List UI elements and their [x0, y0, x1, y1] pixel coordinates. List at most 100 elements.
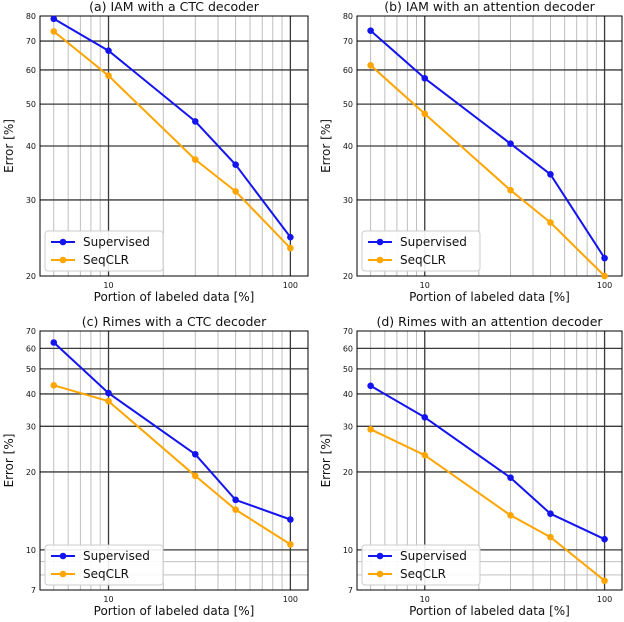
panel-d-y-tick-label: 40: [343, 390, 353, 399]
panel-a-line-supervised: [53, 17, 292, 238]
panel-a-line-seqclr: [53, 30, 292, 249]
panel-c-point-seqclr: [191, 472, 199, 480]
panel-a-y-axis-label: Error [%]: [2, 119, 16, 173]
panel-d-point-supervised: [421, 414, 429, 421]
panel-b-legend-label-seqclr: SeqCLR: [400, 253, 446, 267]
panel-a-point-seqclr: [50, 28, 58, 35]
panel-c-y-tick-label: 70: [26, 327, 36, 336]
panel-a-point-supervised: [191, 118, 199, 125]
panel-a-point-supervised: [105, 47, 112, 54]
panel-d-legend-label-supervised: Supervised: [400, 549, 467, 563]
panel-b-legend-marker-supervised: [376, 238, 384, 246]
panel-b: 20 30 40 50 60 70 80 10 100 (b) IAM with an atten…: [319, 0, 623, 304]
panel-b-point-supervised: [601, 254, 608, 262]
panel-b-point-seqclr: [367, 62, 374, 69]
panel-a-point-seqclr: [105, 72, 112, 79]
panel-d-point-seqclr: [507, 511, 514, 519]
panel-d-point-supervised: [367, 382, 374, 390]
panel-b-point-seqclr: [601, 272, 608, 280]
panel-b-x-tick-label: 100: [597, 281, 612, 290]
panel-a-y-tick-label: 60: [26, 66, 36, 75]
panel-c-point-seqclr: [105, 397, 112, 405]
panel-b-legend-label-supervised: Supervised: [400, 235, 467, 249]
panel-b-line-supervised: [369, 29, 606, 259]
panel-d-y-tick-label: 20: [343, 468, 353, 477]
panel-d-y-axis-label: Error [%]: [319, 434, 333, 488]
panel-b-title: (b) IAM with an attention decoder: [384, 0, 595, 14]
panel-d-point-supervised: [507, 474, 514, 481]
panel-a-y-tick-label: 20: [26, 272, 36, 281]
panel-d-legend-label-seqclr: SeqCLR: [400, 567, 446, 581]
panel-a-y-tick-label: 50: [26, 100, 36, 109]
panel-d-x-axis-label: Portion of labeled data [%]: [409, 604, 570, 618]
panel-c-y-tick-label: 20: [26, 468, 36, 477]
panel-b-point-supervised: [421, 74, 429, 82]
panel-c: 7 10 20 30 40 50 60 70 10 100 (c) Rimes with a CTC…: [2, 314, 309, 618]
panel-b-point-supervised: [367, 27, 374, 34]
panel-c-x-tick-label: 10: [103, 595, 113, 604]
panel-b-y-tick-label: 80: [343, 12, 353, 21]
panel-a-title: (a) IAM with a CTC decoder: [89, 0, 260, 14]
panel-d-y-tick-label: 50: [343, 365, 353, 374]
panel-d-point-supervised: [547, 510, 554, 517]
panel-c-legend-marker-seqclr: [59, 570, 67, 578]
panel-a-point-supervised: [287, 233, 294, 241]
panel-c-y-tick-label: 50: [26, 365, 36, 374]
panel-a-x-tick-label: 10: [103, 281, 113, 290]
panel-a-legend-label-seqclr: SeqCLR: [83, 253, 129, 267]
panel-d-y-tick-label: 60: [343, 344, 353, 353]
panel-a-y-tick-label: 30: [26, 196, 36, 205]
panel-d: 7 10 20 30 40 50 60 70 10 100 (d) Rimes with an at…: [319, 314, 623, 618]
panel-d-line-supervised: [370, 384, 606, 541]
panel-a-point-seqclr: [232, 188, 239, 195]
panel-d-y-tick-label: 10: [343, 546, 353, 555]
panel-b-point-supervised: [507, 140, 514, 147]
panel-b-y-tick-label: 30: [343, 196, 353, 205]
panel-d-x-tick-label: 10: [420, 595, 430, 604]
panel-a-y-tick-label: 80: [26, 12, 36, 21]
panel-b-x-tick-label: 10: [420, 281, 430, 290]
panel-c-legend-label-supervised: Supervised: [83, 549, 150, 563]
panel-b-point-supervised: [547, 170, 554, 178]
panel-d-x-tick-label: 100: [597, 595, 612, 604]
panel-c-legend-marker-supervised: [59, 552, 67, 560]
panel-c-point-supervised: [287, 516, 294, 523]
panel-b-y-tick-label: 20: [343, 272, 353, 281]
panel-a-frame: [39, 15, 309, 277]
panel-a-legend-marker-supervised: [59, 238, 67, 246]
panel-c-y-tick-label: 30: [26, 422, 36, 431]
panel-b-frame: [356, 15, 623, 277]
panel-d-legend-marker-supervised: [376, 552, 384, 560]
panel-c-point-supervised: [105, 389, 112, 397]
panel-c-legend-label-seqclr: SeqCLR: [83, 567, 129, 581]
panel-c-frame: [39, 330, 309, 591]
panel-c-y-tick-label: 40: [26, 390, 36, 399]
panel-c-x-tick-label: 100: [283, 595, 298, 604]
panel-c-point-supervised: [191, 450, 199, 458]
panel-a-legend-marker-seqclr: [59, 256, 67, 264]
panel-b-y-tick-label: 50: [343, 100, 353, 109]
panel-c-point-supervised: [50, 339, 58, 346]
panel-a-point-supervised: [232, 161, 239, 169]
panel-d-point-seqclr: [421, 451, 429, 459]
panel-d-point-supervised: [601, 535, 608, 543]
panel-d-point-seqclr: [601, 577, 608, 585]
panel-a-y-tick-label: 40: [26, 142, 36, 151]
panel-a-legend-label-supervised: Supervised: [83, 235, 150, 249]
panel-b-x-axis-label: Portion of labeled data [%]: [409, 290, 570, 304]
panel-c-y-tick-label: 7: [31, 586, 36, 595]
panel-c-line-seqclr: [53, 384, 291, 546]
panel-c-y-axis-label: Error [%]: [2, 434, 16, 488]
panel-c-point-seqclr: [50, 381, 58, 389]
panel-d-frame: [356, 330, 623, 591]
panel-a-x-tick-label: 100: [283, 281, 298, 290]
panel-c-point-seqclr: [232, 506, 239, 513]
panel-c-y-tick-label: 10: [26, 546, 36, 555]
panel-b-y-tick-label: 40: [343, 142, 353, 151]
panel-d-y-tick-label: 70: [343, 327, 353, 336]
panel-b-y-axis-label: Error [%]: [319, 119, 333, 173]
panel-c-title: (c) Rimes with a CTC decoder: [82, 314, 267, 329]
panel-b-legend-marker-seqclr: [376, 256, 384, 264]
panel-b-y-tick-label: 70: [343, 37, 353, 46]
